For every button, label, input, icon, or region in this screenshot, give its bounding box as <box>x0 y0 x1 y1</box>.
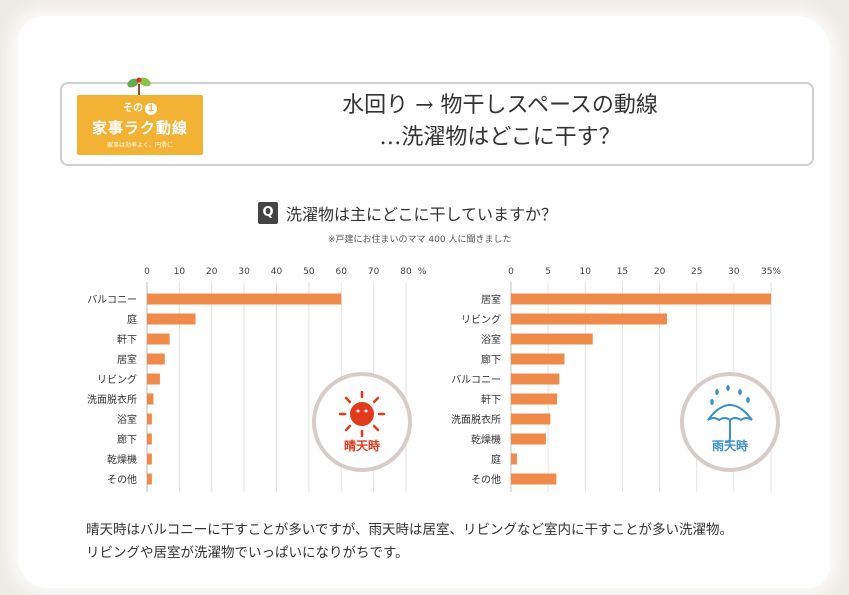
x-tick-label: 70 <box>368 267 380 277</box>
rainy-badge: 雨天時 <box>680 372 780 472</box>
x-tick-label: 20 <box>206 267 218 277</box>
category-label: 庭 <box>127 313 137 326</box>
category-label: その他 <box>471 473 501 486</box>
question-mark-icon: Q <box>258 202 278 224</box>
bar <box>511 373 560 385</box>
x-tick-label: 20 <box>654 267 666 277</box>
category-label: 居室 <box>481 293 501 306</box>
category-label: 浴室 <box>481 333 501 346</box>
x-tick-label: 10 <box>580 267 592 277</box>
bar <box>511 313 667 325</box>
bar <box>147 293 342 305</box>
badge-top: その 1 <box>77 99 203 115</box>
x-tick-label: 35% <box>761 267 781 277</box>
category-label: 軒下 <box>481 394 501 406</box>
badge-number: 1 <box>145 103 157 115</box>
question-note: ※戸建にお住まいのママ 400 人に聞きました <box>328 235 512 245</box>
x-tick-label: 50 <box>303 267 315 277</box>
unit-label: % <box>418 267 427 277</box>
bar <box>511 393 558 405</box>
bar <box>147 313 196 325</box>
x-tick-label: 10 <box>174 267 186 277</box>
bar <box>511 453 517 465</box>
bar <box>511 433 546 445</box>
category-label: リビング <box>97 373 137 386</box>
bar <box>147 473 152 485</box>
x-tick-label: 30 <box>238 267 250 277</box>
bar <box>147 353 165 365</box>
bar <box>511 413 551 425</box>
bar <box>147 413 152 425</box>
bar <box>511 353 565 365</box>
x-tick-label: 60 <box>336 267 348 277</box>
sprout-icon <box>127 77 151 96</box>
category-label: 乾燥機 <box>471 433 501 446</box>
x-tick-label: 5 <box>545 267 551 277</box>
bar <box>147 373 160 385</box>
category-label: バルコニー <box>451 374 501 386</box>
x-tick-label: 40 <box>271 267 283 277</box>
bar <box>147 433 152 445</box>
sunny-badge: 晴天時 <box>312 372 412 472</box>
x-tick-label: 0 <box>508 267 514 277</box>
bar <box>511 473 557 485</box>
bar <box>147 333 170 345</box>
badge-prefix: その <box>123 103 143 114</box>
category-label: 廊下 <box>117 433 137 446</box>
bar <box>511 293 771 305</box>
sunny-label: 晴天時 <box>343 439 380 453</box>
category-label: バルコニー <box>87 294 137 306</box>
x-tick-label: 15 <box>617 267 628 277</box>
bar <box>147 453 152 465</box>
page-title-line2: …洗濯物はどこに干す？ <box>379 125 621 150</box>
badge-subtitle: 家事は効率よく、円滑に <box>106 142 173 149</box>
badge-title: 家事ラク動線 <box>91 119 188 137</box>
category-label: その他 <box>107 473 137 486</box>
rainy-label: 雨天時 <box>711 439 748 453</box>
bar <box>147 393 154 405</box>
page-title-line1: 水回り → 物干しスペースの動線 <box>342 93 658 118</box>
footer-text: 晴天時はバルコニーに干すことが多いですが、雨天時は居室、リビングなど室内に干すこ… <box>86 519 806 565</box>
umbrella-icon <box>707 385 753 444</box>
question-text: 洗濯物は主にどこに干していますか？ <box>286 205 558 224</box>
category-label: 居室 <box>117 353 137 366</box>
page-title: 水回り → 物干しスペースの動線 …洗濯物はどこに干す？ <box>230 90 770 154</box>
badge: その 1 家事ラク動線 家事は効率よく、円滑に <box>77 95 203 155</box>
x-tick-label: 0 <box>144 267 150 277</box>
sun-icon <box>338 390 386 438</box>
category-label: 庭 <box>491 453 501 466</box>
category-label: 軒下 <box>117 334 137 346</box>
category-label: 洗面脱衣所 <box>87 393 137 406</box>
category-label: リビング <box>461 313 501 326</box>
x-tick-label: 80 <box>400 267 412 277</box>
category-label: 浴室 <box>117 413 137 426</box>
category-label: 廊下 <box>481 353 501 366</box>
x-tick-label: 25 <box>691 267 702 277</box>
category-label: 乾燥機 <box>107 453 137 466</box>
bar <box>511 333 593 345</box>
footer-line1: 晴天時はバルコニーに干すことが多いですが、雨天時は居室、リビングなど室内に干すこ… <box>86 522 734 538</box>
category-label: 洗面脱衣所 <box>451 413 501 426</box>
x-tick-label: 30 <box>728 267 740 277</box>
footer-line2: リビングや居室が洗濯物でいっぱいになりがちです。 <box>86 545 409 561</box>
